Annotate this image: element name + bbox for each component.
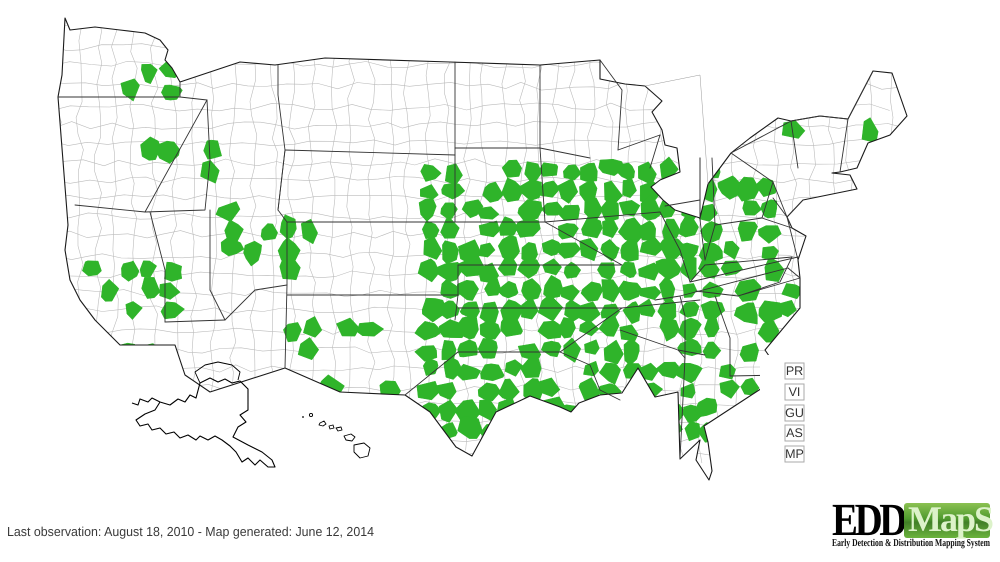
- svg-text:MapS: MapS: [908, 499, 993, 539]
- svg-text:MP: MP: [785, 447, 804, 461]
- svg-text:AS: AS: [786, 426, 803, 440]
- svg-text:Early Detection & Distribution: Early Detection & Distribution Mapping S…: [832, 538, 990, 549]
- svg-text:Last observation: August 18, 2: Last observation: August 18, 2010 - Map …: [7, 524, 374, 539]
- svg-text:VI: VI: [789, 385, 801, 399]
- svg-text:PR: PR: [786, 364, 803, 378]
- svg-text:GU: GU: [785, 406, 804, 420]
